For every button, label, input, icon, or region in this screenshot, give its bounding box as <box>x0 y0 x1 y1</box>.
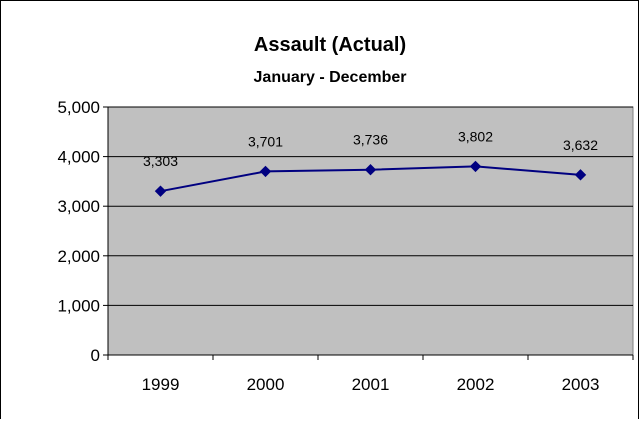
y-tick-label: 4,000 <box>57 148 100 167</box>
data-point-marker <box>469 160 482 173</box>
data-point-marker <box>154 185 167 197</box>
axes <box>107 107 633 356</box>
y-tick-label: 5,000 <box>57 98 100 117</box>
x-tick-label: 2002 <box>457 375 495 394</box>
data-point-marker <box>259 165 272 178</box>
data-point-marker <box>364 163 377 176</box>
data-labels: 3,303 3,701 3,736 3,802 3,632 <box>143 128 598 169</box>
x-tick-label: 2000 <box>247 375 285 394</box>
data-point-marker <box>574 169 587 181</box>
chart-subtitle: January - December <box>254 69 407 86</box>
gridlines <box>108 106 633 306</box>
x-tick-label: 2001 <box>352 375 390 394</box>
data-label: 3,802 <box>458 128 493 144</box>
data-label: 3,303 <box>143 153 178 169</box>
x-axis-ticks: 1999 2000 2001 2002 2003 <box>107 355 634 394</box>
data-label: 3,632 <box>563 137 598 153</box>
y-tick-label: 3,000 <box>57 197 100 216</box>
x-tick-label: 1999 <box>142 375 180 394</box>
x-tick-label: 2003 <box>562 375 600 394</box>
y-tick-label: 2,000 <box>57 247 100 266</box>
chart-title: Assault (Actual) <box>254 34 406 56</box>
y-tick-label: 0 <box>91 346 100 365</box>
data-label: 3,736 <box>353 132 388 148</box>
y-tick-label: 1,000 <box>57 296 100 315</box>
y-axis-ticks: 0 1,000 2,000 3,000 4,000 5,000 <box>57 98 108 365</box>
data-label: 3,701 <box>248 133 283 149</box>
series <box>154 160 587 197</box>
